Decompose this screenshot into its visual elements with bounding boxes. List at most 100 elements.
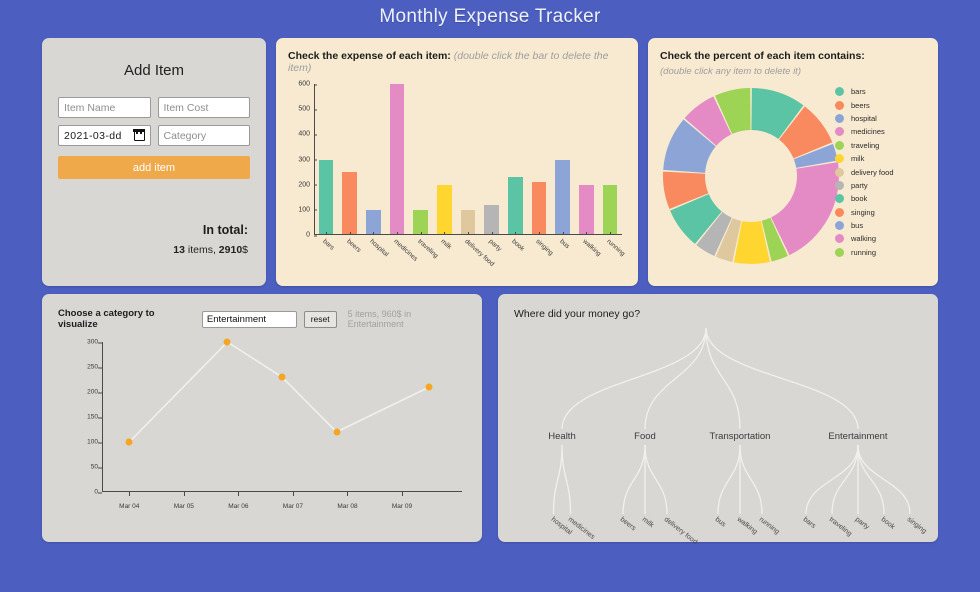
- bar-x-label: running: [605, 238, 627, 258]
- bar[interactable]: [460, 209, 476, 235]
- line-data-point[interactable]: [223, 338, 231, 346]
- reset-button[interactable]: reset: [303, 310, 337, 328]
- donut-slice[interactable]: bus: 300: [663, 119, 716, 173]
- line-chart: 0 50 100 150 200 250 300 Mar 04 Mar 05 Mar 06 Mar…: [58, 336, 468, 526]
- line-y-tick: 0: [58, 489, 102, 496]
- line-x-tick: [238, 492, 240, 496]
- legend-color-dot: [835, 247, 844, 257]
- legend-row[interactable]: delivery food: [835, 165, 923, 178]
- add-item-panel: Add Item Item Name Item Cost 2021-03-dd …: [42, 38, 266, 286]
- item-cost-input[interactable]: Item Cost: [157, 97, 250, 118]
- bar-chart-heading-text: Check the expense of each item:: [288, 50, 451, 62]
- bar-chart-heading-hint: (double click the bar to delete the item…: [288, 50, 609, 74]
- line-y-tick: 50: [58, 464, 102, 471]
- tree-category[interactable]: Entertainment: [828, 431, 888, 442]
- legend-row[interactable]: running: [835, 246, 923, 259]
- donut-slice[interactable]: beers: 250: [779, 106, 833, 159]
- legend-color-dot: [835, 207, 844, 217]
- legend-label: delivery food: [851, 167, 894, 177]
- bar-x-slot: party: [480, 232, 504, 283]
- tree-link: [705, 327, 859, 430]
- legend-row[interactable]: milk: [835, 152, 923, 165]
- total-count: 13: [173, 244, 185, 256]
- bar[interactable]: [436, 184, 452, 235]
- donut-slice[interactable]: party: 120: [696, 212, 732, 256]
- tree-links: [552, 327, 911, 515]
- legend-row[interactable]: hospital: [835, 112, 923, 125]
- bar[interactable]: [413, 209, 428, 235]
- item-name-input[interactable]: Item Name: [58, 97, 151, 118]
- bar-x-label: party: [486, 238, 503, 253]
- donut-slice[interactable]: traveling: 100: [761, 217, 788, 262]
- category-input[interactable]: Category: [157, 125, 250, 146]
- bar[interactable]: [342, 172, 357, 235]
- line-data-point[interactable]: [278, 373, 286, 381]
- legend-row[interactable]: medicines: [835, 125, 923, 138]
- legend-row[interactable]: bars: [835, 85, 923, 98]
- legend-label: walking: [851, 234, 877, 244]
- add-item-button[interactable]: add item: [58, 156, 250, 179]
- legend-label: bars: [851, 87, 866, 97]
- legend-label: milk: [851, 154, 865, 164]
- line-path: [128, 340, 430, 443]
- legend-color-dot: [835, 194, 844, 204]
- bar-slot: [409, 84, 433, 235]
- line-x-label: Mar 05: [173, 503, 194, 510]
- bar[interactable]: [484, 204, 499, 235]
- bar-slot: [314, 84, 338, 235]
- legend-row[interactable]: party: [835, 179, 923, 192]
- legend-row[interactable]: traveling: [835, 139, 923, 152]
- line-data-point[interactable]: [333, 428, 341, 436]
- tree-category[interactable]: Transportation: [709, 431, 771, 442]
- tree-category[interactable]: Food: [634, 431, 656, 442]
- bar-x-label: beers: [344, 238, 362, 255]
- bar-x-tick: [444, 232, 446, 235]
- bar-x-slot: traveling: [409, 232, 439, 283]
- donut-legend: bars beers hospital medicines traveling milk d…: [835, 85, 923, 259]
- line-chart-controls: Choose a category to visualize Entertain…: [58, 308, 468, 330]
- bar[interactable]: [602, 184, 618, 235]
- bar[interactable]: [365, 209, 381, 235]
- legend-row[interactable]: book: [835, 192, 923, 205]
- bar-x-slot: walking: [575, 232, 603, 283]
- bar-x-slot: milk: [432, 232, 456, 283]
- date-input[interactable]: 2021-03-dd: [58, 125, 151, 146]
- legend-color-dot: [835, 234, 844, 244]
- donut-svg[interactable]: bars: 300beers: 250hospital: 100medicine…: [656, 81, 846, 271]
- legend-color-dot: [835, 100, 844, 110]
- total-value: 13 items, 2910$: [58, 244, 248, 256]
- donut-slice[interactable]: medicines: 600: [771, 162, 839, 256]
- page-title: Monthly Expense Tracker: [379, 6, 601, 27]
- bar[interactable]: [555, 159, 571, 235]
- tree-link: [705, 327, 741, 430]
- legend-row[interactable]: beers: [835, 98, 923, 111]
- legend-row[interactable]: walking: [835, 232, 923, 245]
- legend-row[interactable]: bus: [835, 219, 923, 232]
- line-x-tick: [292, 492, 294, 496]
- category-visualize-input[interactable]: Entertainment: [201, 310, 297, 328]
- donut-slice[interactable]: hospital: 100: [793, 143, 838, 168]
- line-data-point[interactable]: [125, 438, 133, 446]
- donut-slice[interactable]: bars: 300: [751, 88, 804, 140]
- donut-slice[interactable]: running: 200: [714, 88, 751, 135]
- calendar-icon[interactable]: [132, 129, 146, 141]
- donut-slice[interactable]: walking: 200: [684, 96, 732, 146]
- donut-slice[interactable]: singing: 210: [663, 171, 709, 210]
- line-y-tick: 100: [58, 439, 102, 446]
- legend-row[interactable]: singing: [835, 206, 923, 219]
- bar-x-tick: [349, 232, 351, 235]
- donut-slice[interactable]: book: 230: [670, 194, 722, 244]
- bar[interactable]: [579, 184, 594, 235]
- bar-x-slot: running: [598, 232, 626, 283]
- donut-slice[interactable]: delivery food: 100: [715, 218, 742, 262]
- bar[interactable]: [318, 159, 334, 235]
- line-data-point[interactable]: [425, 383, 433, 391]
- bar-x-tick: [515, 232, 517, 235]
- tree-link: [622, 444, 646, 515]
- bar-slot: [432, 84, 456, 235]
- donut-slice[interactable]: milk: 200: [733, 220, 770, 264]
- bar[interactable]: [531, 182, 547, 235]
- bar[interactable]: [508, 177, 523, 235]
- tree-category[interactable]: Health: [548, 431, 576, 442]
- bar[interactable]: [389, 84, 405, 235]
